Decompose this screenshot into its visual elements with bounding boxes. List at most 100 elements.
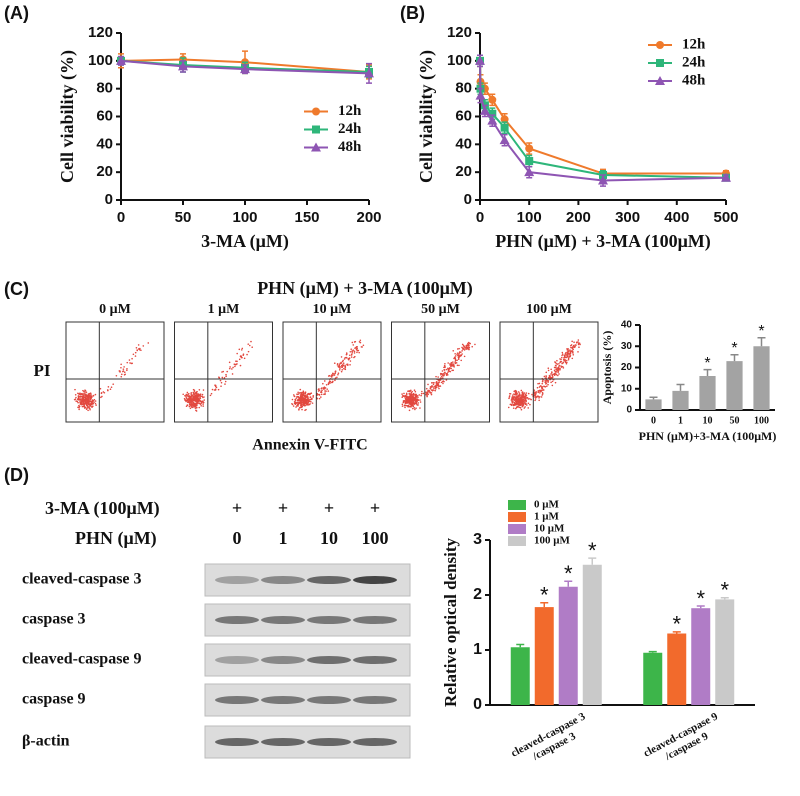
event-dot — [135, 346, 138, 349]
y-tick-label: 0 — [105, 191, 113, 208]
event-dot — [93, 398, 96, 401]
event-dot — [121, 370, 124, 373]
event-dot — [523, 392, 526, 394]
event-dot — [318, 397, 321, 400]
event-dot — [409, 393, 411, 395]
event-dot — [517, 397, 519, 400]
event-dot — [542, 389, 545, 391]
y-tick-label: 3 — [473, 531, 482, 548]
event-dot — [83, 396, 86, 399]
event-dot — [536, 386, 539, 389]
event-dot — [520, 389, 523, 392]
event-dot — [549, 374, 551, 377]
blot-band — [261, 656, 305, 664]
event-dot — [308, 399, 310, 401]
event-dot — [534, 391, 537, 394]
event-dot — [458, 364, 460, 367]
event-dot — [88, 402, 90, 404]
event-dot — [413, 407, 416, 409]
event-dot — [115, 374, 118, 377]
event-dot — [519, 396, 522, 399]
y-axis-label: Relative optical density — [441, 537, 460, 707]
treatment-label: PHN (μM) — [75, 528, 157, 549]
x-tick-label: 50 — [730, 415, 740, 426]
event-dot — [441, 380, 444, 383]
event-dot — [188, 392, 190, 395]
event-dot — [446, 374, 449, 376]
blot-band — [215, 576, 259, 584]
event-dot — [303, 399, 305, 402]
event-dot — [447, 368, 449, 371]
event-dot — [577, 351, 579, 353]
event-dot — [555, 373, 558, 376]
event-dot — [77, 406, 79, 409]
event-dot — [523, 399, 525, 402]
blot-band — [307, 616, 351, 624]
event-dot — [403, 399, 406, 402]
event-dot — [84, 394, 87, 396]
event-dot — [246, 353, 248, 356]
event-dot — [407, 390, 409, 393]
event-dot — [545, 382, 548, 385]
event-dot — [556, 374, 559, 377]
event-dot — [336, 364, 339, 366]
marker — [178, 61, 188, 71]
event-dot — [236, 352, 238, 355]
event-dot — [356, 349, 359, 352]
blot-band — [353, 656, 397, 664]
event-dot — [351, 341, 354, 344]
event-dot — [465, 348, 467, 350]
event-dot — [422, 392, 425, 395]
event-dot — [546, 385, 548, 387]
event-dot — [199, 397, 202, 400]
event-dot — [451, 364, 454, 367]
event-dot — [406, 400, 409, 402]
event-dot — [525, 394, 528, 397]
event-dot — [405, 392, 408, 395]
event-dot — [414, 400, 417, 403]
y-axis-label: Cell viability (%) — [416, 50, 437, 183]
event-dot — [131, 357, 133, 360]
event-dot — [90, 405, 92, 407]
event-dot — [559, 367, 561, 370]
event-dot — [408, 390, 411, 393]
event-dot — [195, 409, 197, 412]
treatment-value: 100 — [362, 528, 389, 548]
x-tick-label: 100 — [232, 209, 257, 226]
event-dot — [430, 382, 433, 384]
y-axis-label: Cell viability (%) — [57, 50, 78, 183]
event-dot — [324, 392, 326, 394]
legend-label: 1 μM — [534, 511, 559, 523]
marker — [488, 109, 497, 118]
event-dot — [410, 396, 413, 398]
event-dot — [458, 352, 461, 354]
event-dot — [235, 360, 237, 362]
event-dot — [79, 401, 81, 404]
event-dot — [556, 367, 558, 369]
flow-events — [182, 340, 253, 412]
event-dot — [190, 392, 192, 395]
event-dot — [225, 373, 227, 376]
event-dot — [86, 399, 89, 402]
event-dot — [243, 357, 246, 360]
marker — [116, 55, 126, 65]
event-dot — [90, 402, 93, 405]
event-dot — [128, 359, 131, 361]
error-bar — [676, 383, 685, 391]
event-dot — [203, 399, 206, 401]
event-dot — [300, 404, 303, 407]
event-dot — [407, 401, 409, 404]
event-dot — [555, 362, 558, 365]
event-dot — [80, 403, 83, 406]
event-dot — [531, 393, 533, 396]
event-dot — [440, 381, 443, 384]
event-dot — [214, 385, 217, 388]
event-dot — [571, 346, 573, 349]
event-dot — [103, 391, 106, 394]
event-dot — [85, 391, 88, 393]
event-dot — [292, 405, 295, 407]
panel-label: (C) — [4, 279, 29, 299]
event-dot — [134, 351, 137, 354]
event-dot — [231, 373, 234, 375]
event-dot — [324, 393, 326, 396]
